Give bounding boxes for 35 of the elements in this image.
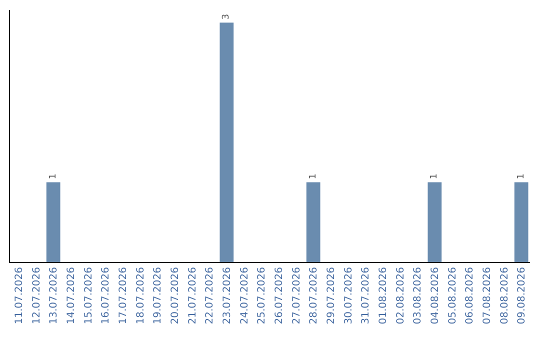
x-tick-label: 01.08.2026 — [378, 267, 389, 324]
data-label: 1 — [48, 173, 58, 180]
data-label: 1 — [516, 173, 526, 180]
x-tick-label: 02.08.2026 — [395, 267, 406, 324]
data-label: 3 — [222, 14, 232, 20]
x-tick-label: 20.07.2026 — [170, 267, 181, 324]
x-tick-label: 16.07.2026 — [100, 267, 112, 324]
x-tick-label: 14.07.2026 — [66, 267, 77, 324]
data-label: 1 — [308, 173, 318, 180]
x-tick-label: 06.08.2026 — [464, 267, 476, 324]
x-tick-label: 21.07.2026 — [187, 267, 198, 324]
x-tick-label: 05.08.2026 — [447, 267, 458, 324]
x-tick-label: 23.07.2026 — [222, 267, 233, 324]
x-tick-label: 12.07.2026 — [31, 267, 42, 324]
x-tick-label: 30.07.2026 — [343, 267, 354, 324]
x-tick-label: 19.07.2026 — [152, 267, 164, 324]
x-tick-label: 11.07.2026 — [14, 267, 25, 324]
x-tick-label: 04.08.2026 — [430, 267, 441, 324]
x-tick-label: 29.07.2026 — [326, 267, 337, 324]
x-tick-label: 17.07.2026 — [118, 267, 129, 324]
x-tick-label: 15.07.2026 — [83, 267, 94, 324]
x-tick-label: 18.07.2026 — [135, 267, 146, 324]
x-tick-label: 25.07.2026 — [256, 267, 268, 324]
x-tick-label: 22.07.2026 — [204, 267, 216, 324]
x-tick-label: 26.07.2026 — [274, 267, 285, 324]
x-tick-label: 09.08.2026 — [516, 267, 528, 324]
x-tick-label: 07.08.2026 — [482, 267, 493, 324]
x-tick-label: 13.07.2026 — [48, 267, 60, 324]
x-tick-label: 08.08.2026 — [499, 267, 510, 324]
x-tick-label: 03.08.2026 — [412, 267, 424, 324]
x-tick-label: 28.07.2026 — [308, 267, 320, 324]
data-label: 1 — [430, 173, 440, 180]
x-tick-label: 27.07.2026 — [291, 267, 302, 324]
x-tick-label: 31.07.2026 — [360, 267, 372, 324]
x-tick-label: 24.07.2026 — [239, 267, 250, 324]
